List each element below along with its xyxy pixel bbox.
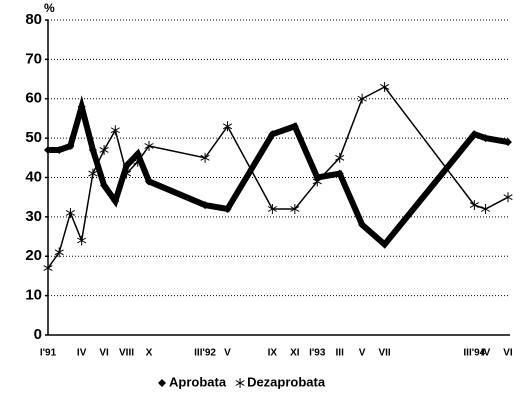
marker xyxy=(121,168,132,179)
x-tick-label: VI xyxy=(99,348,109,359)
marker xyxy=(110,125,120,136)
y-tick-label: 30 xyxy=(25,208,42,225)
x-tick-label: IV xyxy=(481,348,491,359)
marker xyxy=(54,247,64,258)
marker xyxy=(469,200,479,211)
x-tick-label: VIII xyxy=(119,348,134,359)
marker xyxy=(503,192,513,203)
x-tick-label: III xyxy=(336,348,345,359)
marker xyxy=(43,263,53,274)
marker xyxy=(335,152,345,163)
y-tick-label: 20 xyxy=(25,247,42,264)
legend-label: Aprobata xyxy=(169,374,227,389)
marker xyxy=(65,207,76,218)
marker xyxy=(44,145,52,154)
marker xyxy=(290,122,299,131)
x-tick-label: IX xyxy=(268,348,278,359)
x-tick-label: I'93 xyxy=(309,348,326,359)
marker xyxy=(144,141,154,151)
x-tick-label: III'94 xyxy=(463,348,485,359)
marker xyxy=(380,81,390,92)
y-tick-label: 40 xyxy=(25,168,42,185)
marker xyxy=(99,144,109,155)
marker xyxy=(88,145,97,154)
x-tick-label: I'91 xyxy=(40,348,57,359)
marker xyxy=(77,102,86,111)
marker xyxy=(133,149,142,158)
marker xyxy=(133,156,143,167)
x-tick-label: X xyxy=(146,348,153,359)
marker xyxy=(358,220,367,229)
marker xyxy=(77,235,87,246)
marker xyxy=(481,134,490,143)
line xyxy=(48,95,509,249)
y-tick-label: 80 xyxy=(25,11,42,28)
y-tick-label: 0 xyxy=(34,326,42,343)
marker xyxy=(66,142,75,150)
y-tick-label: 60 xyxy=(25,90,42,107)
y-axis-label: % xyxy=(44,1,55,15)
marker xyxy=(88,168,98,179)
marker xyxy=(268,130,277,139)
x-tick-label: VI xyxy=(503,348,513,359)
marker xyxy=(201,201,210,210)
legend-label: Dezaprobata xyxy=(247,374,326,389)
marker xyxy=(144,177,153,186)
x-tick-label: IV xyxy=(77,348,87,359)
marker xyxy=(504,138,512,147)
marker xyxy=(335,169,344,178)
marker xyxy=(480,204,491,214)
marker xyxy=(235,378,245,388)
marker xyxy=(158,379,166,387)
marker xyxy=(312,176,322,187)
marker xyxy=(290,204,300,214)
marker xyxy=(55,145,64,154)
x-tick-label: III'92 xyxy=(194,348,216,359)
marker xyxy=(357,93,367,104)
x-tick-label: V xyxy=(359,348,366,359)
y-tick-label: 50 xyxy=(25,129,42,146)
marker xyxy=(470,130,479,139)
x-tick-label: VII xyxy=(378,348,390,359)
x-tick-label: XI xyxy=(290,348,300,359)
y-tick-label: 70 xyxy=(25,50,42,67)
marker xyxy=(200,152,210,163)
x-tick-label: V xyxy=(224,348,231,359)
marker xyxy=(223,205,232,213)
marker xyxy=(267,204,277,214)
y-tick-label: 10 xyxy=(25,287,42,304)
marker xyxy=(111,197,120,206)
marker xyxy=(100,181,109,190)
marker xyxy=(380,240,389,249)
marker xyxy=(222,121,233,132)
